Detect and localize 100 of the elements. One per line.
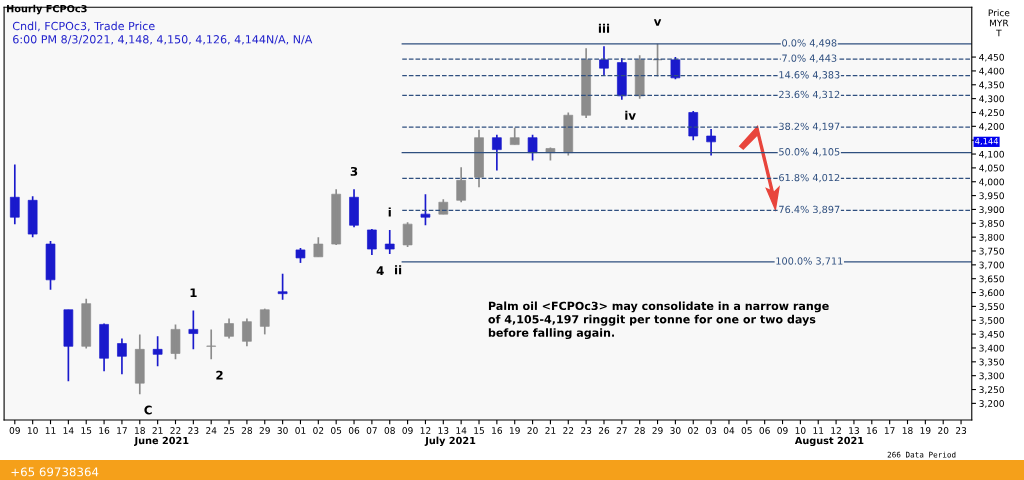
x-tick-label: 06 bbox=[759, 427, 770, 434]
annotation: iv bbox=[625, 110, 636, 120]
y-tick-label: 3,700 bbox=[979, 261, 1004, 270]
annotation: i bbox=[388, 207, 391, 217]
y-tick-label: 3,450 bbox=[979, 330, 1004, 339]
y-tick-label: 3,650 bbox=[979, 275, 1004, 284]
y-tick-label: 4,450 bbox=[979, 53, 1004, 62]
y-tick-label: 3,900 bbox=[979, 206, 1004, 214]
x-tick-label: 25 bbox=[223, 427, 235, 434]
annotation: 3 bbox=[350, 166, 358, 176]
y-tick-label: 3,750 bbox=[979, 247, 1004, 256]
y-tick-label: 4,250 bbox=[979, 109, 1004, 117]
candlestick bbox=[45, 240, 56, 291]
x-tick-label: 09 bbox=[777, 427, 788, 434]
x-tick-label: 11 bbox=[813, 427, 824, 434]
text: July 2021 bbox=[424, 436, 476, 447]
x-tick-label: 12 bbox=[420, 427, 431, 434]
x-tick-label: 30 bbox=[277, 427, 288, 434]
x-tick-label: 29 bbox=[652, 427, 663, 434]
candlestick bbox=[206, 328, 217, 361]
x-tick-label: 05 bbox=[331, 427, 342, 434]
y-tick-label: 4,000 bbox=[979, 178, 1004, 187]
x-tick-label: 15 bbox=[81, 427, 92, 434]
text: June 2021 bbox=[134, 436, 189, 446]
candlestick bbox=[706, 128, 716, 157]
y-tick-label: 3,850 bbox=[979, 220, 1004, 228]
x-tick-label: 14 bbox=[456, 427, 467, 434]
ref-line-label: 7.0% 4,443 bbox=[782, 54, 837, 63]
candlestick bbox=[384, 229, 395, 255]
y-tick-label: 4,300 bbox=[979, 95, 1004, 104]
y-tick-label: 3,600 bbox=[979, 289, 1004, 298]
y-tick-label: 4,100 bbox=[979, 150, 1004, 159]
x-tick-label: 05 bbox=[741, 427, 752, 434]
x-tick-label: 09 bbox=[9, 427, 20, 434]
x-tick-label: 17 bbox=[884, 427, 895, 434]
x-tick-label: 16 bbox=[492, 427, 503, 434]
y-tick-label: 3,800 bbox=[979, 233, 1004, 242]
x-tick-label: 01 bbox=[295, 427, 306, 434]
x-tick-label: 28 bbox=[634, 427, 645, 434]
x-tick-label: 30 bbox=[670, 427, 681, 434]
y-tick-label: 4,200 bbox=[979, 123, 1004, 131]
ref-line-label: 61.8% 4,012 bbox=[779, 173, 840, 183]
ref-line-label: 0.0% 4,498 bbox=[782, 39, 837, 48]
y-tick-label: 3,350 bbox=[979, 358, 1004, 367]
candlestick bbox=[277, 272, 288, 301]
candlestick bbox=[152, 335, 163, 368]
x-tick-label: 19 bbox=[920, 427, 931, 434]
x-tick-label: 13 bbox=[438, 427, 449, 434]
x-tick-label: 20 bbox=[527, 427, 538, 434]
x-tick-label: 10 bbox=[27, 427, 38, 434]
x-tick-label: 21 bbox=[152, 427, 163, 434]
y-tick-label: 4,350 bbox=[979, 81, 1004, 90]
y-tick-label: 4,400 bbox=[979, 67, 1004, 76]
y-axis-title: Price MYR T bbox=[988, 9, 1010, 37]
x-tick-label: 11 bbox=[45, 427, 56, 434]
x-tick-label: 04 bbox=[723, 427, 735, 434]
candlestick bbox=[170, 323, 181, 361]
x-tick-label: 14 bbox=[63, 427, 74, 434]
candlestick bbox=[527, 133, 538, 162]
x-tick-label: 08 bbox=[384, 427, 395, 434]
x-tick-label: 22 bbox=[563, 427, 574, 434]
x-tick-label: 17 bbox=[117, 427, 127, 434]
x-tick-label: 02 bbox=[688, 427, 699, 434]
ref-line-label: 23.6% 4,312 bbox=[779, 90, 840, 100]
text: +65 69738364 bbox=[11, 467, 99, 477]
annotation: ii bbox=[395, 265, 402, 275]
x-tick-label: 10 bbox=[795, 427, 806, 434]
x-tick-label: 29 bbox=[259, 427, 270, 434]
x-tick-label: 23 bbox=[581, 427, 592, 434]
text: Cndl, FCPOc3, Trade Price 6:00 PM 8/3/2021, 4,148, 4,150, 4,126, 4,144N/A, N/A bbox=[12, 21, 313, 45]
ref-line-label: 38.2% 4,197 bbox=[779, 122, 840, 131]
x-tick-label: 13 bbox=[849, 427, 859, 434]
y-tick-label: 3,500 bbox=[979, 316, 1004, 325]
x-tick-label: 21 bbox=[545, 427, 556, 434]
x-tick-label: 26 bbox=[598, 427, 610, 434]
x-tick-label: 18 bbox=[135, 427, 145, 434]
annotation: 2 bbox=[216, 370, 223, 380]
candlestick bbox=[420, 193, 431, 227]
candlestick bbox=[670, 56, 681, 81]
x-tick-label: 27 bbox=[616, 427, 627, 434]
annotation: Palm oil <FCPOc3> may consolidate in a narrow range of 4,105-4,197 ringgit per tonne for one or two days before falling again. bbox=[488, 301, 829, 340]
x-tick-label: 16 bbox=[99, 427, 110, 434]
x-tick-label: 23 bbox=[955, 427, 967, 434]
y-tick-label: 4,050 bbox=[979, 164, 1004, 173]
x-tick-label: 03 bbox=[705, 427, 717, 434]
annotation: v bbox=[653, 19, 662, 26]
y-tick-label: 3,300 bbox=[979, 372, 1004, 381]
candlestick bbox=[188, 309, 199, 351]
x-tick-label: 28 bbox=[241, 427, 253, 434]
x-tick-label: 12 bbox=[831, 427, 841, 434]
y-tick-label: 3,400 bbox=[979, 344, 1004, 353]
x-tick-label: 15 bbox=[474, 427, 484, 434]
x-tick-label: 24 bbox=[206, 427, 217, 434]
x-tick-label: 06 bbox=[348, 427, 360, 434]
text: 4,144 bbox=[975, 138, 999, 146]
ref-line-label: 100.0% 3,711 bbox=[776, 257, 843, 266]
x-tick-label: 07 bbox=[366, 427, 377, 434]
x-tick-label: 20 bbox=[938, 427, 949, 434]
ref-line-label: 76.4% 3,897 bbox=[779, 205, 840, 215]
ref-line-label: 14.6% 4,383 bbox=[779, 71, 840, 80]
